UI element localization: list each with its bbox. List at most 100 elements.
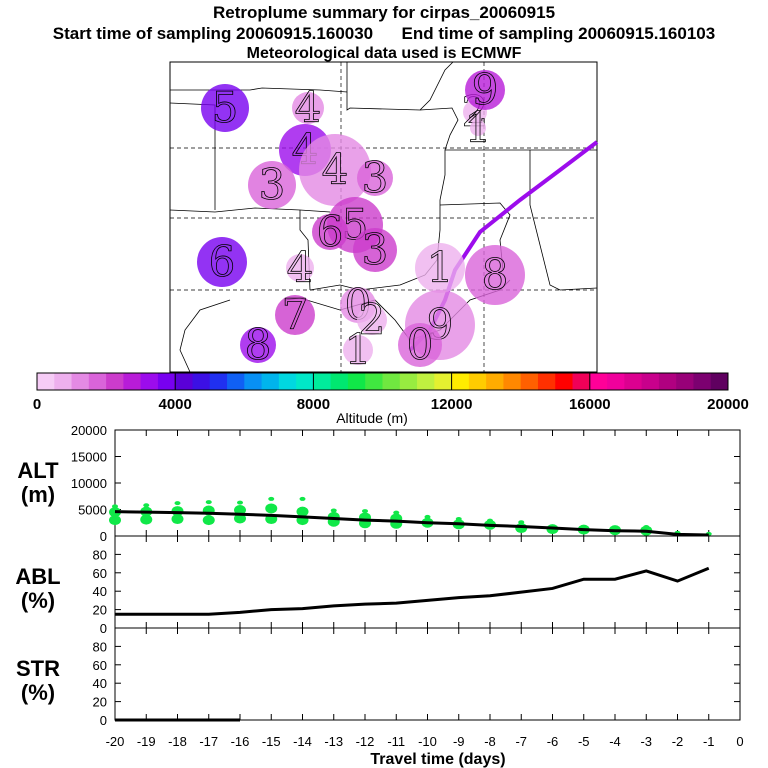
y-tick-label: 10000: [71, 476, 107, 491]
y-axis-unit: (%): [21, 680, 55, 705]
colorbar-swatch: [244, 373, 263, 390]
cluster-circle: [415, 243, 465, 293]
alt-point: [299, 496, 306, 501]
alt-point: [234, 505, 246, 516]
cluster-label: 6: [209, 237, 236, 286]
cluster-circle: [343, 335, 373, 365]
colorbar-swatch: [157, 373, 176, 390]
map-cluster: 1: [343, 325, 373, 374]
map-cluster: 4: [299, 134, 371, 206]
colorbar-swatch: [365, 373, 383, 390]
map-cluster: 0: [398, 320, 442, 369]
colorbar-swatch: [468, 373, 487, 390]
y-tick-label: 40: [93, 676, 107, 691]
cluster-label: 3: [259, 160, 286, 209]
panel-frame: [114, 627, 741, 721]
alt-point: [174, 501, 181, 506]
cluster-label: 1: [427, 243, 454, 292]
y-tick-label: 0: [100, 621, 107, 636]
cluster-label: 7: [282, 290, 309, 339]
map-cluster: 8: [240, 320, 276, 369]
alt-mean-line: [114, 510, 709, 537]
map-cluster: 3: [357, 153, 393, 202]
alt-point: [109, 515, 121, 526]
colorbar-swatch: [710, 373, 729, 390]
end-time-label: End time of sampling 20060915.160103: [401, 24, 716, 43]
colorbar-swatch: [434, 373, 453, 390]
colorbar-swatch: [88, 373, 107, 390]
cluster-label: 8: [245, 320, 272, 369]
y-tick-label: 20: [93, 603, 107, 618]
y-tick-label: 20000: [71, 423, 107, 438]
met-data-label: Meteorological data used is ECMWF: [246, 45, 522, 62]
cluster-circle: [286, 254, 314, 282]
cluster-label: 3: [362, 225, 389, 274]
x-tick-label: -6: [547, 734, 559, 749]
colorbar-swatch: [641, 373, 660, 390]
colorbar-swatch: [71, 373, 90, 390]
start-time-label: Start time of sampling 20060915.160030: [52, 24, 374, 43]
map-cluster: 4: [292, 83, 324, 132]
y-tick-label: 60: [93, 566, 107, 581]
map-cluster: 7: [275, 290, 315, 339]
cluster-circle: [398, 323, 442, 367]
x-tick-label: -15: [262, 734, 281, 749]
cluster-circle: [312, 214, 348, 250]
alt-point: [202, 515, 215, 526]
cluster-label: 5: [212, 83, 239, 132]
chart-panels: 05000100001500020000ALT(m)020406080ABL(%…: [15, 423, 743, 749]
colorbar-swatch: [37, 373, 55, 390]
colorbar-swatch: [209, 373, 228, 390]
x-tick-label: -18: [168, 734, 187, 749]
colorbar-swatch: [399, 373, 418, 390]
map-cluster: 3: [353, 225, 397, 274]
y-axis-unit: (%): [21, 588, 55, 613]
x-tick-label: -7: [515, 734, 527, 749]
map-cluster: 5: [201, 83, 249, 132]
cluster-label: 1: [465, 103, 492, 152]
x-tick-label: -20: [106, 734, 125, 749]
cluster-label: 9: [472, 65, 499, 114]
cluster-circle: [248, 161, 296, 209]
cluster-circle: [299, 134, 371, 206]
alt-point: [171, 514, 184, 525]
chart-title: Retroplume summary for cirpas_20060915: [212, 3, 556, 22]
y-axis-label: ABL: [15, 564, 60, 589]
colorbar-swatch: [486, 373, 504, 390]
map-cluster: 9: [465, 65, 505, 114]
x-tick-label: -2: [672, 734, 684, 749]
x-tick-label: 0: [736, 734, 743, 749]
map-cluster: 4: [286, 243, 314, 292]
x-tick-label: -4: [609, 734, 621, 749]
cluster-label: 4: [295, 83, 322, 132]
map-cluster: 6: [312, 207, 348, 256]
colorbar-swatch: [175, 373, 193, 390]
cluster-circle: [357, 305, 387, 335]
cluster-label: 6: [317, 207, 344, 256]
x-tick-labels: -20 -19 -18 -17 -16 -15 -14 -13 -12 -11 -10 -9 -8 -7-…: [106, 734, 744, 749]
cluster-circle: [201, 84, 249, 132]
colorbar-swatch: [624, 373, 643, 390]
x-tick-label: -10: [418, 734, 437, 749]
colorbar-swatch: [347, 373, 366, 390]
colorbar-swatch: [572, 373, 591, 390]
y-tick-label: 0: [100, 713, 107, 728]
colorbar: 0 4000 8000 12000 16000 20000: [33, 372, 749, 413]
alt-point: [268, 496, 275, 501]
y-tick-label: 20: [93, 695, 107, 710]
map-cluster: 1: [464, 103, 492, 153]
alt-point: [140, 514, 153, 525]
alt-point: [237, 500, 243, 505]
colorbar-title: Altitude (m): [336, 410, 408, 426]
cluster-circle: [292, 92, 324, 124]
alt-point: [362, 509, 368, 514]
panel-alt: 0 5000 10000 15000 20000 ALT(m): [17, 423, 741, 544]
map-cluster: 3: [248, 160, 296, 209]
cluster-circle: [470, 120, 486, 136]
colorbar-swatch: [589, 373, 608, 390]
cluster-label: 3: [362, 153, 389, 202]
y-tick-label: 60: [93, 658, 107, 673]
colorbar-swatch: [382, 373, 401, 390]
